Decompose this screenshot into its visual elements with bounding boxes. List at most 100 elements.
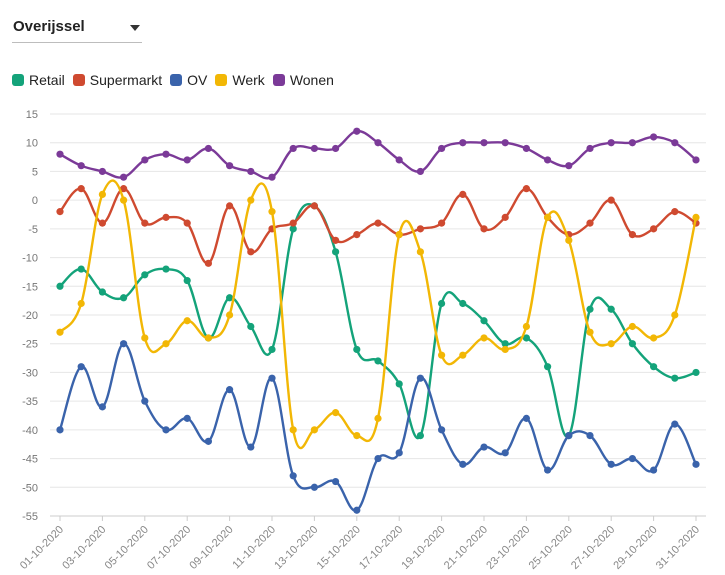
data-point-ov[interactable] [565, 432, 573, 440]
data-point-ov[interactable] [77, 363, 85, 371]
data-point-supermarkt[interactable] [586, 219, 594, 227]
data-point-retail[interactable] [395, 380, 403, 388]
data-point-werk[interactable] [565, 236, 573, 244]
data-point-ov[interactable] [353, 506, 361, 514]
data-point-supermarkt[interactable] [353, 231, 361, 239]
data-point-supermarkt[interactable] [332, 236, 340, 244]
data-point-retail[interactable] [650, 363, 658, 371]
data-point-werk[interactable] [438, 351, 446, 359]
data-point-supermarkt[interactable] [438, 219, 446, 227]
data-point-supermarkt[interactable] [204, 259, 212, 267]
data-point-wonen[interactable] [268, 173, 276, 181]
data-point-supermarkt[interactable] [120, 185, 128, 193]
data-point-wonen[interactable] [310, 144, 318, 153]
data-point-supermarkt[interactable] [459, 190, 467, 198]
data-point-werk[interactable] [480, 334, 488, 342]
data-point-wonen[interactable] [565, 162, 573, 170]
data-point-wonen[interactable] [607, 139, 615, 147]
data-point-retail[interactable] [416, 432, 424, 440]
data-point-supermarkt[interactable] [247, 248, 255, 256]
data-point-wonen[interactable] [374, 139, 382, 147]
data-point-wonen[interactable] [289, 144, 297, 153]
data-point-wonen[interactable] [204, 144, 212, 153]
data-point-werk[interactable] [332, 409, 340, 417]
data-point-wonen[interactable] [650, 133, 658, 141]
data-point-werk[interactable] [650, 334, 658, 342]
data-point-werk[interactable] [141, 334, 149, 342]
data-point-wonen[interactable] [438, 144, 446, 153]
data-point-wonen[interactable] [226, 162, 234, 170]
data-point-werk[interactable] [522, 322, 531, 331]
data-point-retail[interactable] [522, 334, 531, 342]
data-point-retail[interactable] [98, 288, 106, 296]
data-point-supermarkt[interactable] [374, 219, 382, 227]
data-point-wonen[interactable] [416, 167, 424, 176]
data-point-werk[interactable] [692, 213, 700, 221]
data-point-ov[interactable] [289, 472, 297, 480]
data-point-supermarkt[interactable] [671, 208, 679, 216]
data-point-werk[interactable] [183, 317, 191, 325]
region-select[interactable]: Overijssel [12, 12, 142, 43]
data-point-ov[interactable] [544, 466, 552, 474]
data-point-ov[interactable] [98, 403, 106, 411]
data-point-ov[interactable] [671, 420, 679, 428]
data-point-retail[interactable] [607, 305, 615, 313]
data-point-wonen[interactable] [522, 144, 531, 153]
data-point-wonen[interactable] [247, 167, 255, 176]
data-point-wonen[interactable] [162, 150, 170, 158]
data-point-supermarkt[interactable] [416, 225, 424, 233]
data-point-wonen[interactable] [98, 167, 106, 176]
data-point-wonen[interactable] [501, 139, 509, 147]
data-point-wonen[interactable] [692, 156, 700, 164]
data-point-werk[interactable] [56, 328, 64, 336]
data-point-supermarkt[interactable] [289, 219, 297, 227]
data-point-werk[interactable] [204, 334, 212, 342]
data-point-supermarkt[interactable] [501, 213, 509, 221]
data-point-werk[interactable] [247, 196, 255, 204]
data-point-wonen[interactable] [353, 127, 361, 135]
data-point-ov[interactable] [692, 460, 700, 468]
data-point-retail[interactable] [141, 271, 149, 279]
data-point-ov[interactable] [183, 414, 191, 422]
data-point-werk[interactable] [98, 190, 106, 198]
data-point-wonen[interactable] [77, 162, 85, 170]
data-point-wonen[interactable] [395, 156, 403, 164]
data-point-ov[interactable] [628, 454, 637, 463]
data-point-werk[interactable] [162, 340, 170, 348]
data-point-supermarkt[interactable] [650, 225, 658, 233]
data-point-ov[interactable] [501, 449, 509, 457]
data-point-ov[interactable] [226, 386, 234, 394]
data-point-wonen[interactable] [586, 144, 594, 153]
data-point-ov[interactable] [310, 483, 318, 491]
data-point-retail[interactable] [374, 357, 382, 365]
data-point-supermarkt[interactable] [480, 225, 488, 233]
data-point-retail[interactable] [544, 363, 552, 371]
data-point-ov[interactable] [204, 437, 212, 445]
data-point-supermarkt[interactable] [607, 196, 615, 204]
data-point-werk[interactable] [671, 311, 679, 319]
data-point-ov[interactable] [141, 397, 149, 405]
data-point-retail[interactable] [501, 340, 509, 348]
data-point-wonen[interactable] [56, 150, 64, 158]
data-point-werk[interactable] [586, 328, 594, 336]
data-point-werk[interactable] [310, 426, 318, 434]
legend-item-ov[interactable]: OV [170, 72, 207, 88]
data-point-retail[interactable] [586, 305, 594, 313]
data-point-retail[interactable] [289, 225, 297, 233]
data-point-wonen[interactable] [332, 144, 340, 153]
data-point-werk[interactable] [374, 414, 382, 422]
data-point-retail[interactable] [120, 294, 128, 302]
data-point-supermarkt[interactable] [310, 202, 318, 210]
data-point-retail[interactable] [459, 299, 467, 308]
data-point-retail[interactable] [353, 345, 361, 354]
data-point-supermarkt[interactable] [628, 231, 637, 239]
data-point-retail[interactable] [332, 248, 340, 256]
data-point-retail[interactable] [226, 294, 234, 302]
data-point-ov[interactable] [247, 443, 255, 451]
data-point-retail[interactable] [628, 340, 637, 348]
legend-item-supermarkt[interactable]: Supermarkt [72, 72, 162, 88]
data-point-werk[interactable] [353, 432, 361, 440]
data-point-retail[interactable] [438, 299, 446, 308]
data-point-werk[interactable] [544, 213, 552, 221]
data-point-supermarkt[interactable] [183, 219, 191, 227]
